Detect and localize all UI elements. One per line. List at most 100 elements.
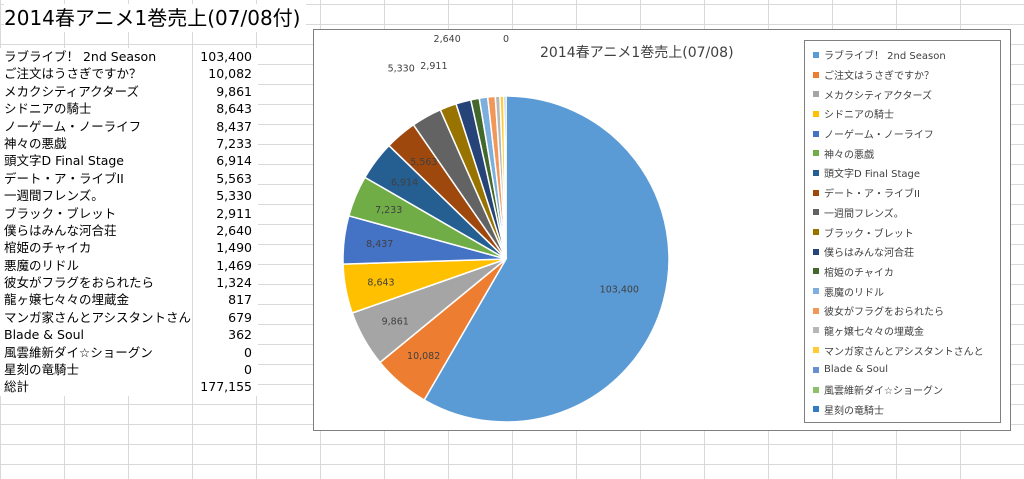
legend-swatch [813,229,819,236]
table-row[interactable]: 悪魔のリドル 1,469 [0,256,258,275]
legend-label: 風雲維新ダイ☆ショーグン [824,386,943,398]
cell-sales[interactable]: 5,330 [216,188,252,204]
cell-title[interactable]: ラブライブ！ 2nd Season [0,48,193,66]
table-row[interactable]: 龍ヶ嬢七々々の埋蔵金 817 [0,291,258,309]
cell-title[interactable]: 棺姫のチャイカ [0,239,193,257]
legend-swatch [813,209,819,216]
table-row[interactable]: 棺姫のチャイカ 1,490 [0,239,258,257]
table-row[interactable]: 彼女がフラグをおられたら 1,324 [0,274,258,292]
cell-title[interactable]: マンガ家さんとアシスタントさんと [0,308,193,327]
table-row[interactable]: ラブライブ！ 2nd Season 103,400 [0,48,258,66]
table-row[interactable]: 頭文字D Final Stage 6,914 [0,152,258,170]
cell-title[interactable]: メカクシティアクターズ [0,82,193,101]
data-label: 2,640 [434,34,461,45]
legend-label: 神々の悪戯 [824,149,874,161]
table-row[interactable]: 僕らはみんな河合荘 2,640 [0,221,258,240]
legend-swatch [813,91,819,98]
sheet-title: 2014春アニメ1巻売上(07/08付) [4,4,307,32]
cell-sales[interactable]: 8,437 [216,118,252,134]
data-label: 5,330 [388,63,415,74]
table-row[interactable]: Blade & Soul 362 [0,326,258,344]
table-row[interactable]: デート・ア・ライブII 5,563 [0,169,258,188]
data-label: 8,643 [367,277,394,288]
cell-sales[interactable]: 0 [244,362,252,378]
legend-swatch [813,169,819,176]
cell-sales[interactable]: 817 [228,292,252,308]
table-row[interactable]: 神々の悪戯 7,233 [0,134,258,153]
table-row[interactable]: 一週間フレンズ。 5,330 [0,187,258,205]
legend-item: 風雲維新ダイ☆ショーグン [805,380,1000,400]
cell-title[interactable]: 僕らはみんな河合荘 [0,221,193,240]
legend-item: 悪魔のリドル [805,281,1000,301]
table-row[interactable]: ブラック・ブレット 2,911 [0,204,258,222]
table-row[interactable]: ご注文はうさぎですか？ 10,082 [0,65,258,83]
legend-swatch [813,248,819,255]
pie-chart[interactable]: 103,400 10,082 9,861 8,643 8,437 7,233 6,914 5,… [313,29,1011,431]
legend-label: 龍ヶ嬢七々々の埋蔵金 [824,326,924,338]
cell-sales[interactable]: 1,469 [216,257,252,273]
cell-title[interactable]: 頭文字D Final Stage [0,152,193,170]
cell-sales[interactable]: 177,155 [200,379,252,395]
legend-label: 僕らはみんな河合荘 [824,248,914,260]
cell-sales[interactable]: 10,082 [208,66,252,82]
chart-title: 2014春アニメ1巻売上(07/08) [540,45,734,61]
data-table: ラブライブ！ 2nd Season 103,400 ご注文はうさぎですか？ 10,08… [0,48,258,396]
pie-slice[interactable] [503,95,507,260]
data-label: 10,082 [407,351,440,362]
legend-swatch [813,71,819,78]
data-label: 103,400 [600,284,639,295]
cell-sales[interactable]: 1,324 [216,275,252,291]
cell-sales[interactable]: 679 [228,309,252,325]
cell-title[interactable]: Blade & Soul [0,326,193,344]
legend-swatch [813,406,819,413]
cell-sales[interactable]: 7,233 [216,135,252,151]
legend-swatch [813,327,819,334]
cell-title[interactable]: 総計 [0,378,193,396]
cell-title[interactable]: 一週間フレンズ。 [0,187,193,205]
cell-sales[interactable]: 6,914 [216,153,252,169]
cell-sales[interactable]: 5,563 [216,170,252,186]
legend-item: 彼女がフラグをおられたら [805,301,1000,321]
cell-sales[interactable]: 362 [228,327,252,343]
legend-item: ご注文はうさぎですか？ [805,65,1000,85]
table-row[interactable]: シドニアの騎士 8,643 [0,100,258,118]
data-label: 2,911 [420,61,447,72]
cell-sales[interactable]: 8,643 [216,101,252,117]
legend-swatch [813,386,819,393]
legend-item: メカクシティアクターズ [805,84,1000,104]
legend-item: ブラック・ブレット [805,222,1000,242]
cell-sales[interactable]: 1,490 [216,240,252,256]
legend-item: ノーゲーム・ノーライフ [805,124,1000,144]
table-row[interactable]: マンガ家さんとアシスタントさんと 679 [0,308,258,327]
cell-sales[interactable]: 103,400 [200,49,252,64]
chart-legend: ラブライブ！ 2nd Season ご注文はうさぎですか？ メカクシティアクターズシ… [804,40,1001,423]
legend-item: 神々の悪戯 [805,143,1000,163]
cell-title[interactable]: 彼女がフラグをおられたら [0,274,193,292]
table-row[interactable]: 風雲維新ダイ☆ショーグン 0 [0,343,258,362]
table-row-total[interactable]: 総計 177,155 [0,378,258,396]
data-label: 7,233 [375,205,402,216]
cell-sales[interactable]: 2,640 [216,222,252,238]
cell-title[interactable]: ノーゲーム・ノーライフ [0,117,193,135]
data-label: 9,861 [382,316,409,327]
legend-swatch [813,307,819,314]
cell-title[interactable]: 神々の悪戯 [0,134,193,153]
cell-sales[interactable]: 2,911 [216,205,252,221]
cell-title[interactable]: デート・ア・ライブII [0,169,193,188]
cell-title[interactable]: ご注文はうさぎですか？ [0,65,193,83]
cell-sales[interactable]: 0 [244,344,252,360]
cell-title[interactable]: 悪魔のリドル [0,256,193,275]
legend-swatch [813,110,819,117]
cell-title[interactable]: ブラック・ブレット [0,204,193,222]
cell-title[interactable]: 風雲維新ダイ☆ショーグン [0,343,193,362]
cell-title[interactable]: シドニアの騎士 [0,100,193,118]
cell-title[interactable]: 星刻の竜騎士 [0,361,193,379]
pie-slice[interactable] [423,95,670,423]
table-row[interactable]: ノーゲーム・ノーライフ 8,437 [0,117,258,135]
legend-label: Blade & Soul [824,364,889,376]
legend-swatch [813,366,819,373]
cell-title[interactable]: 龍ヶ嬢七々々の埋蔵金 [0,291,193,309]
table-row[interactable]: メカクシティアクターズ 9,861 [0,82,258,101]
cell-sales[interactable]: 9,861 [216,83,252,99]
table-row[interactable]: 星刻の竜騎士 0 [0,361,258,379]
